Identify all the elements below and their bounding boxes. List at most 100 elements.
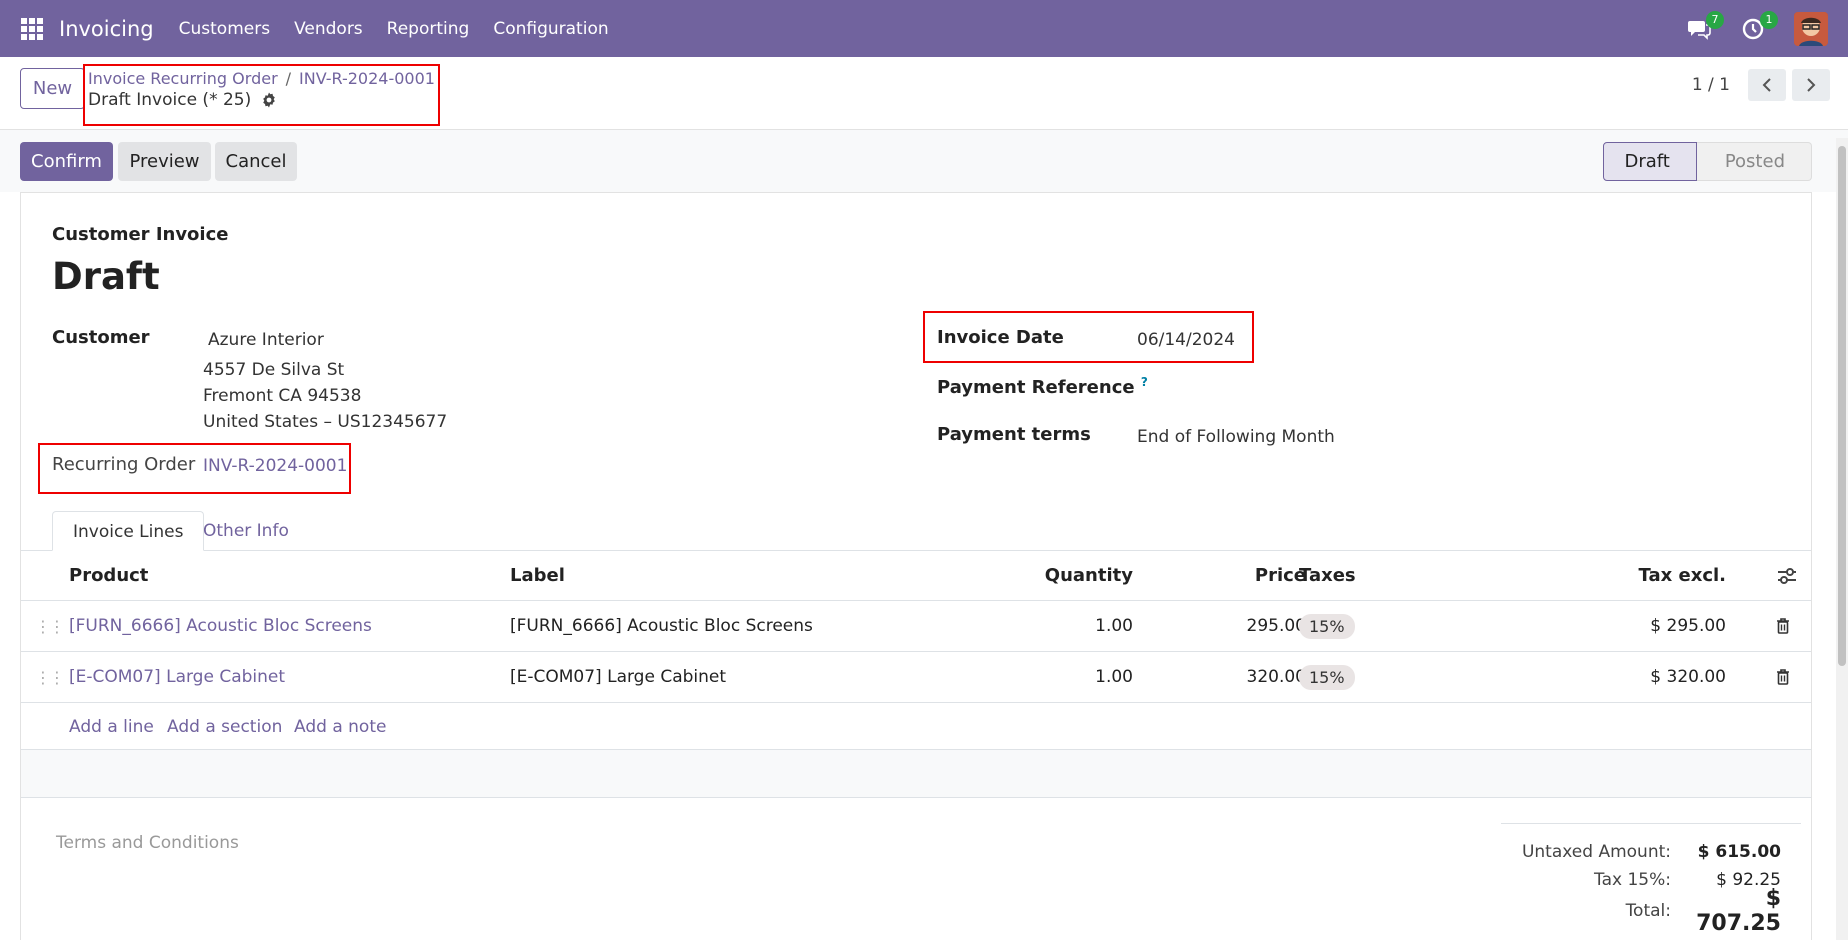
recurring-order-link[interactable]: INV-R-2024-0001 [203,456,348,476]
breadcrumb-separator: / [285,69,292,88]
row-tax-badge[interactable]: 15% [1299,613,1355,639]
add-note-link[interactable]: Add a note [294,717,387,737]
user-avatar[interactable] [1794,11,1828,46]
table-spacer [21,750,1811,798]
page-scrollbar[interactable] [1836,138,1848,940]
record-name: Draft Invoice (* 25) [88,90,252,110]
untaxed-amount-row: Untaxed Amount: $ 615.00 [1501,838,1801,866]
row-price[interactable]: 320.00 [1246,667,1306,687]
recurring-order-label: Recurring Order [52,454,196,475]
col-label[interactable]: Label [510,565,565,586]
row-label[interactable]: [FURN_6666] Acoustic Bloc Screens [510,616,813,636]
col-tax-excl[interactable]: Tax excl. [1638,565,1726,586]
record-title: Draft Invoice (* 25) [88,90,277,110]
notebook-tabs: Invoice Lines Other Info [21,511,1811,551]
customer-address-line1: 4557 De Silva St [203,360,345,380]
tax-row: Tax 15%: $ 92.25 [1501,866,1801,894]
row-subtotal: $ 295.00 [1650,616,1726,636]
highlight-breadcrumb [83,64,440,126]
delete-row-button[interactable] [1776,601,1790,651]
col-price[interactable]: Price [1254,565,1306,586]
payment-reference-field[interactable] [1137,377,1437,401]
highlight-recurring-order [38,443,351,494]
gear-icon[interactable] [261,92,277,108]
row-quantity[interactable]: 1.00 [1095,667,1133,687]
col-product[interactable]: Product [69,565,149,586]
menu-reporting[interactable]: Reporting [386,18,470,39]
document-type: Customer Invoice [52,224,229,245]
document-title: Draft [52,255,160,298]
untaxed-amount-label: Untaxed Amount: [1521,842,1671,862]
cancel-button[interactable]: Cancel [215,142,297,181]
pager-previous-button[interactable] [1748,69,1786,101]
row-product[interactable]: [FURN_6666] Acoustic Bloc Screens [69,616,372,636]
activities-badge: 1 [1760,10,1778,29]
table-header: Product Label Quantity Price Taxes Tax e… [21,551,1811,601]
messages-button[interactable]: 7 [1686,10,1724,42]
tax-value: $ 92.25 [1716,870,1781,890]
add-section-link[interactable]: Add a section [167,717,283,737]
confirm-button[interactable]: Confirm [20,142,113,181]
clock-icon [1742,18,1764,39]
apps-menu-icon[interactable] [21,17,43,40]
highlight-invoice-date [923,311,1254,363]
customer-address-line2: Fremont CA 94538 [203,386,362,406]
customer-address-line3: United States – US12345677 [203,412,448,432]
customer-field[interactable]: Azure Interior [208,330,324,350]
top-navbar: Invoicing Customers Vendors Reporting Co… [0,0,1848,57]
row-quantity[interactable]: 1.00 [1095,616,1133,636]
pager-value[interactable]: 1 / 1 [1691,75,1730,95]
tax-label: Tax 15%: [1594,870,1671,890]
row-label[interactable]: [E-COM07] Large Cabinet [510,667,727,687]
menu-configuration[interactable]: Configuration [493,18,609,39]
preview-button[interactable]: Preview [118,142,211,181]
new-button[interactable]: New [20,68,85,109]
pager-next-button[interactable] [1792,69,1830,101]
payment-terms-label: Payment terms [937,424,1091,445]
pager: 1 / 1 [1692,69,1830,101]
row-product[interactable]: [E-COM07] Large Cabinet [69,667,286,687]
breadcrumb-recurring-order[interactable]: Invoice Recurring Order [88,69,278,88]
col-quantity[interactable]: Quantity [1044,565,1133,586]
optional-columns-toggle[interactable] [1777,551,1797,600]
totals-summary: Untaxed Amount: $ 615.00 Tax 15%: $ 92.2… [1501,823,1801,936]
menu-vendors[interactable]: Vendors [294,18,363,39]
col-taxes[interactable]: Taxes [1299,565,1356,586]
invoice-date-label: Invoice Date [937,327,1064,348]
untaxed-amount-value: $ 615.00 [1697,842,1781,862]
terms-and-conditions-field[interactable]: Terms and Conditions [56,833,239,853]
drag-handle-icon[interactable]: ⋮⋮ [35,667,65,687]
breadcrumb: Invoice Recurring Order / INV-R-2024-0001 [88,69,435,88]
delete-row-button[interactable] [1776,652,1790,702]
add-line-link[interactable]: Add a line [69,717,154,737]
table-row[interactable]: ⋮⋮ [FURN_6666] Acoustic Bloc Screens [FU… [21,601,1811,652]
status-draft[interactable]: Draft [1603,142,1697,181]
breadcrumb-record[interactable]: INV-R-2024-0001 [299,69,435,88]
payment-terms-field[interactable]: End of Following Month [1137,427,1335,447]
payment-reference-label: Payment Reference ? [937,375,1148,398]
total-value: $ 707.25 [1696,886,1781,936]
tab-invoice-lines[interactable]: Invoice Lines [52,511,205,551]
trash-icon [1777,618,1789,634]
total-row: Total: $ 707.25 [1501,886,1801,936]
total-label: Total: [1625,901,1671,921]
customer-label: Customer [52,327,150,348]
trash-icon [1777,669,1789,685]
messages-badge: 7 [1706,10,1724,29]
sliders-icon [1778,567,1796,584]
action-bar: Confirm Preview Cancel Draft Posted [0,130,1848,192]
menu-customers[interactable]: Customers [178,18,271,39]
tab-other-info[interactable]: Other Info [203,521,289,541]
app-name[interactable]: Invoicing [59,16,154,41]
activities-button[interactable]: 1 [1740,10,1778,42]
row-tax-badge[interactable]: 15% [1299,664,1355,690]
control-panel: New Invoice Recurring Order / INV-R-2024-0… [0,57,1848,130]
invoice-date-field[interactable]: 06/14/2024 [1137,330,1235,350]
drag-handle-icon[interactable]: ⋮⋮ [35,616,65,636]
invoice-lines-table: Product Label Quantity Price Taxes Tax e… [21,551,1811,798]
scrollbar-thumb[interactable] [1838,146,1846,666]
table-row[interactable]: ⋮⋮ [E-COM07] Large Cabinet [E-COM07] Lar… [21,652,1811,703]
help-icon[interactable]: ? [1140,375,1148,389]
row-price[interactable]: 295.00 [1246,616,1306,636]
status-posted[interactable]: Posted [1696,142,1812,181]
